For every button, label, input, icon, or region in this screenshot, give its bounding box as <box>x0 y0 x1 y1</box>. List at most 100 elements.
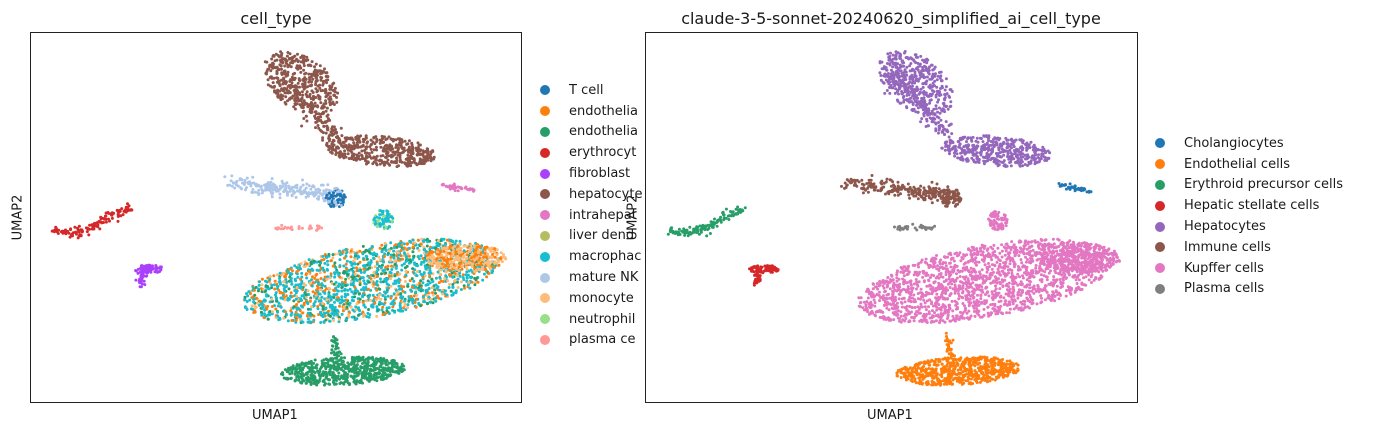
left-point <box>325 193 329 197</box>
left-point <box>320 226 324 230</box>
right-point <box>878 71 882 75</box>
left-point <box>284 272 288 276</box>
left-point <box>444 289 447 293</box>
left-point <box>454 239 458 243</box>
left-point <box>333 306 337 309</box>
left-point <box>426 253 429 257</box>
left-point <box>402 146 406 150</box>
left-point <box>369 156 373 160</box>
left-point <box>436 285 440 289</box>
left-point <box>285 54 289 58</box>
left-point <box>393 152 397 156</box>
left-point <box>401 150 405 154</box>
right-point <box>891 71 895 74</box>
right-point <box>908 69 912 73</box>
right-point <box>895 70 899 74</box>
left-point <box>328 276 332 280</box>
left-point <box>276 314 280 318</box>
left-point <box>415 153 419 157</box>
left-point <box>399 241 403 244</box>
left-point <box>357 306 360 310</box>
left-point <box>270 187 274 191</box>
left-point <box>305 95 309 99</box>
left-point <box>460 267 464 271</box>
left-point <box>286 65 290 68</box>
left-legend-item: mature NK <box>540 267 642 288</box>
left-point <box>341 250 344 254</box>
left-point <box>285 88 289 92</box>
left-point <box>399 296 403 300</box>
left-point <box>369 138 373 142</box>
left-point <box>310 60 314 64</box>
right-point <box>944 85 948 89</box>
left-point <box>309 296 313 300</box>
right-point <box>924 65 928 69</box>
left-point <box>395 254 399 258</box>
left-point <box>341 200 345 204</box>
left-point <box>334 286 338 290</box>
left-point <box>380 308 384 312</box>
left-point <box>468 250 472 253</box>
left-point <box>253 293 257 297</box>
left-point <box>335 95 338 99</box>
right-point <box>880 60 884 64</box>
left-point <box>276 189 280 193</box>
right-point <box>913 70 917 74</box>
left-point <box>230 174 234 178</box>
left-point <box>321 374 325 378</box>
left-point <box>431 149 435 153</box>
left-point <box>454 289 458 293</box>
left-point <box>324 121 327 124</box>
left-point <box>321 254 325 258</box>
left-point <box>490 246 494 250</box>
left-point <box>263 183 266 187</box>
left-point <box>254 184 258 188</box>
left-point <box>449 257 453 261</box>
left-point <box>349 305 353 309</box>
left-point <box>110 216 114 220</box>
left-point <box>278 196 282 200</box>
right-point <box>921 73 925 77</box>
left-point <box>271 191 275 195</box>
legend-marker-icon <box>540 334 550 345</box>
left-point <box>346 288 350 292</box>
right-point <box>944 77 948 81</box>
left-point <box>363 374 367 378</box>
left-point <box>333 201 337 205</box>
left-point <box>406 153 410 157</box>
right-point <box>926 113 930 117</box>
left-point <box>365 162 368 166</box>
left-point <box>274 291 278 295</box>
left-point <box>315 288 319 292</box>
left-point <box>349 148 353 152</box>
left-point <box>352 158 356 162</box>
left-point <box>413 241 417 245</box>
left-point <box>319 72 322 76</box>
left-point <box>417 249 421 252</box>
left-point <box>67 231 71 235</box>
left-point <box>294 378 298 382</box>
left-point <box>378 293 381 297</box>
left-point <box>250 304 254 308</box>
left-point <box>267 287 271 291</box>
left-point <box>297 378 301 382</box>
left-point <box>416 146 420 150</box>
left-point <box>315 268 319 272</box>
left-point <box>319 277 323 280</box>
right-point <box>901 59 905 63</box>
left-point <box>374 222 377 226</box>
left-point <box>352 144 356 148</box>
left-point <box>301 78 305 82</box>
left-point <box>436 241 440 245</box>
left-point <box>391 160 395 164</box>
left-point <box>266 317 270 321</box>
left-point <box>305 192 309 196</box>
left-point <box>347 313 351 317</box>
left-point <box>363 138 367 142</box>
left-point <box>390 264 393 268</box>
left-point <box>300 90 304 94</box>
left-point <box>314 80 318 84</box>
left-point <box>295 363 299 366</box>
left-point <box>354 257 358 261</box>
left-point <box>482 255 486 259</box>
